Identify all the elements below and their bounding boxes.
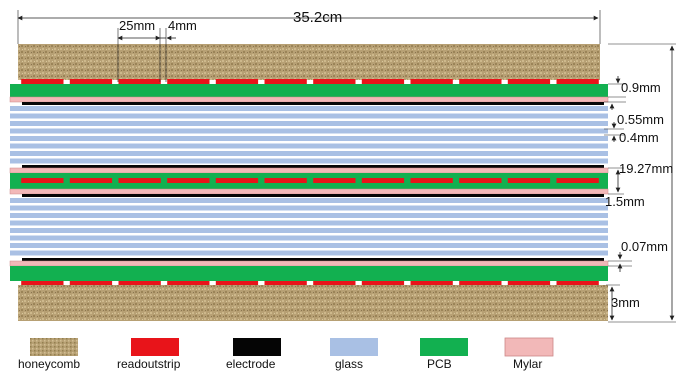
upper-glass-plate-6 xyxy=(10,143,608,149)
middle-electrode-upper xyxy=(22,165,604,168)
top-readout-strip-3 xyxy=(118,79,161,84)
top-readout-strip-5 xyxy=(215,79,259,84)
bottom-readout-strip-11 xyxy=(507,281,551,286)
top-pcb-layer xyxy=(10,84,608,97)
top-readout-strip-7 xyxy=(313,79,356,84)
middle-mylar-lower xyxy=(9,188,609,195)
legend-swatch-mylar xyxy=(504,337,554,357)
middle-readout-strip-5 xyxy=(215,178,259,183)
lower-glass-plate-7 xyxy=(10,243,608,248)
bottom-pcb-layer xyxy=(10,266,608,281)
total-height-label: 19.27mm xyxy=(619,161,674,176)
mylar-thickness-label: 0.55mm xyxy=(617,112,664,127)
top-readout-strip-8 xyxy=(361,79,405,84)
legend-label-pcb: PCB xyxy=(427,357,452,371)
upper-glass-stack xyxy=(10,106,608,164)
bottom-readout-strip-2 xyxy=(69,281,113,286)
bottom-mylar-layer xyxy=(9,260,609,267)
legend-swatch-pcb xyxy=(420,338,468,356)
upper-glass-plate-5 xyxy=(10,136,608,141)
top-readout-strip-12 xyxy=(556,79,599,84)
middle-readout-strip-2 xyxy=(69,178,113,183)
middle-readout-strip-1 xyxy=(21,178,64,183)
top-mylar-layer xyxy=(9,96,609,103)
legend-swatch-electrode xyxy=(233,338,281,356)
gap-2-label: 0.07mm xyxy=(621,239,668,254)
middle-electrode-lower xyxy=(22,194,604,197)
legend-label-mylar: Mylar xyxy=(513,357,543,371)
bottom-readout-strip-5 xyxy=(215,281,259,286)
lower-glass-plate-1 xyxy=(10,198,608,203)
middle-mylar-upper xyxy=(9,167,609,174)
bottom-readout-strip-10 xyxy=(459,281,502,286)
bottom-readout-strip-3 xyxy=(118,281,161,286)
bottom-readout-strip-12 xyxy=(556,281,599,286)
lower-glass-plate-6 xyxy=(10,235,608,241)
lower-glass-plate-5 xyxy=(10,228,608,233)
upper-glass-plate-1 xyxy=(10,106,608,111)
middle-readout-strip-3 xyxy=(118,178,161,183)
lower-glass-plate-2 xyxy=(10,205,608,211)
bottom-readout-strip-9 xyxy=(410,281,453,286)
bottom-honeycomb-layer xyxy=(18,285,608,321)
legend-label-glass: glass xyxy=(335,357,364,371)
bottom-readout-strip-1 xyxy=(21,281,64,286)
top-readout-strip-9 xyxy=(410,79,453,84)
gap-1-label: 1.5mm xyxy=(605,194,645,209)
total-width-label: 35.2cm xyxy=(293,9,343,26)
bottom-readout-strips xyxy=(21,281,599,286)
top-electrode-layer xyxy=(22,102,604,105)
middle-readout-strips xyxy=(21,178,599,183)
top-readout-strip-6 xyxy=(264,79,307,84)
middle-readout-strip-12 xyxy=(556,178,599,183)
legend-label-readoutstrip: readoutstrip xyxy=(117,357,181,371)
upper-glass-plate-3 xyxy=(10,121,608,126)
lower-glass-stack xyxy=(10,198,608,256)
middle-readout-strip-10 xyxy=(459,178,502,183)
legend-label-electrode: electrode xyxy=(226,357,276,371)
top-readout-strip-10 xyxy=(459,79,502,84)
lower-glass-plate-8 xyxy=(10,250,608,256)
top-readout-strip-2 xyxy=(69,79,113,84)
top-readout-strip-1 xyxy=(21,79,64,84)
top-readout-strip-4 xyxy=(167,79,210,84)
upper-glass-plate-4 xyxy=(10,128,608,134)
legend-swatches xyxy=(30,337,554,357)
top-honeycomb-layer xyxy=(18,44,600,80)
middle-readout-strip-9 xyxy=(410,178,453,183)
bottom-readout-strip-7 xyxy=(313,281,356,286)
legend-swatch-readoutstrip xyxy=(131,338,179,356)
top-readout-strip-11 xyxy=(507,79,551,84)
middle-readout-strip-7 xyxy=(313,178,356,183)
upper-glass-plate-2 xyxy=(10,113,608,119)
pcb-thickness-label: 0.9mm xyxy=(621,80,661,95)
middle-readout-strip-8 xyxy=(361,178,405,183)
legend-swatch-glass xyxy=(330,338,378,356)
lower-glass-plate-3 xyxy=(10,213,608,218)
lower-glass-plate-4 xyxy=(10,220,608,226)
bottom-readout-strip-6 xyxy=(264,281,307,286)
upper-glass-plate-7 xyxy=(10,151,608,156)
bottom-readout-strip-8 xyxy=(361,281,405,286)
middle-pcb-layer xyxy=(10,173,608,189)
bottom-readout-strip-4 xyxy=(167,281,210,286)
legend-label-honeycomb: honeycomb xyxy=(18,357,81,371)
strip-gap-label: 4mm xyxy=(168,18,197,33)
middle-readout-strip-4 xyxy=(167,178,210,183)
bottom-electrode-layer xyxy=(22,258,604,261)
glass-thickness-label: 0.4mm xyxy=(619,130,659,145)
strip-width-label: 25mm xyxy=(119,18,156,33)
middle-readout-strip-11 xyxy=(507,178,551,183)
honeycomb-thickness-label: 3mm xyxy=(611,295,640,310)
middle-readout-strip-6 xyxy=(264,178,307,183)
top-readout-strips xyxy=(21,79,599,84)
legend-swatch-honeycomb xyxy=(30,338,78,356)
upper-glass-plate-8 xyxy=(10,158,608,164)
